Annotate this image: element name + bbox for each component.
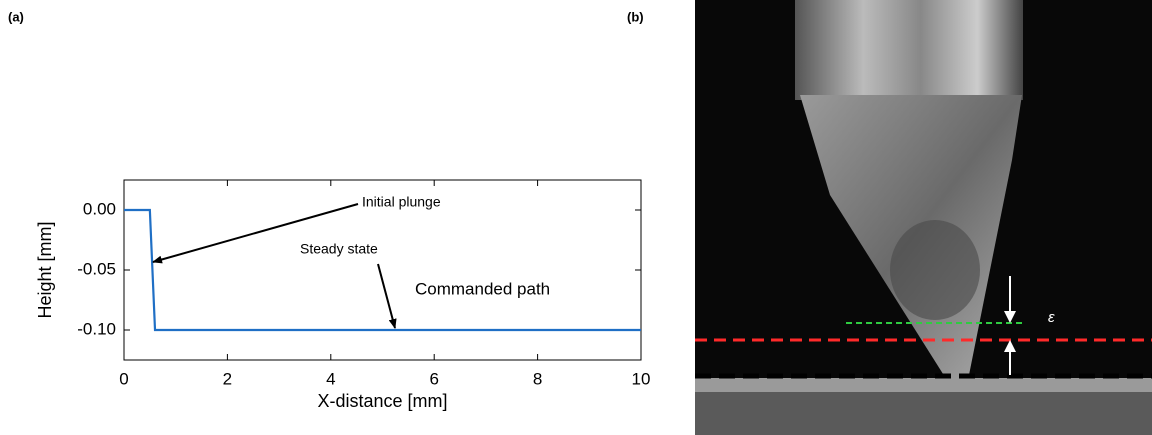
tool-shank: [795, 0, 1023, 100]
x-axis-label: X-distance [mm]: [317, 391, 447, 411]
annotation-arrow: [152, 203, 359, 264]
annotation: Steady state: [300, 241, 378, 257]
annotation: Initial plunge: [362, 194, 441, 210]
panel-label: (a): [8, 9, 24, 24]
y-tick-label: -0.05: [77, 259, 116, 278]
x-tick-label: 10: [632, 369, 651, 388]
legend-label: Commanded path: [415, 279, 550, 298]
annotation-arrow: [377, 263, 397, 329]
x-tick-label: 6: [429, 369, 438, 388]
x-tick-label: 4: [326, 369, 335, 388]
photo-annotation: ε: [1048, 309, 1055, 326]
workpiece-edge: [695, 392, 1152, 435]
y-axis-label: Height [mm]: [35, 221, 55, 318]
x-tick-label: 8: [533, 369, 542, 388]
x-tick-label: 0: [119, 369, 128, 388]
panel-label: (b): [627, 9, 644, 24]
x-tick-label: 2: [223, 369, 232, 388]
tool-face: [890, 220, 980, 320]
y-tick-label: 0.00: [83, 199, 116, 218]
photo: ε: [695, 0, 1152, 435]
y-tick-label: -0.10: [77, 319, 116, 338]
line: [124, 208, 641, 332]
